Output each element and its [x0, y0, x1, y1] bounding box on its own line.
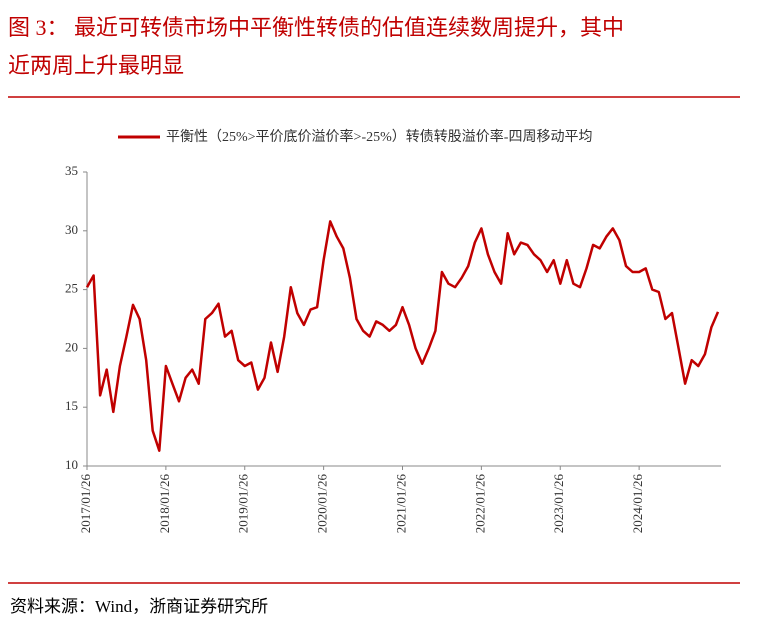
y-tick-label: 10 [65, 457, 78, 472]
legend-label: 平衡性（25%>平价底价溢价率>-25%）转债转股溢价率-四周移动平均 [166, 128, 592, 145]
y-tick-label: 25 [65, 281, 78, 296]
x-tick-label: 2019/01/26 [236, 474, 251, 534]
x-tick-label: 2023/01/26 [551, 474, 566, 534]
y-tick-label: 15 [65, 398, 78, 413]
chart-title: 近两周上升最明显 [8, 53, 184, 78]
x-tick-label: 2017/01/26 [78, 474, 93, 534]
y-tick-label: 20 [65, 339, 78, 354]
y-tick-label: 35 [65, 163, 78, 178]
x-tick-label: 2018/01/26 [157, 474, 172, 534]
x-tick-label: 2020/01/26 [315, 474, 330, 534]
x-tick-label: 2022/01/26 [472, 474, 487, 534]
source: 资料来源：Wind，浙商证券研究所 [10, 597, 268, 616]
data-line [85, 220, 720, 452]
chart-title: 图 3： 最近可转债市场中平衡性转债的估值连续数周提升，其中 [8, 15, 624, 40]
y-tick-label: 30 [65, 222, 78, 237]
x-tick-label: 2021/01/26 [393, 474, 408, 534]
x-tick-label: 2024/01/26 [630, 474, 645, 534]
